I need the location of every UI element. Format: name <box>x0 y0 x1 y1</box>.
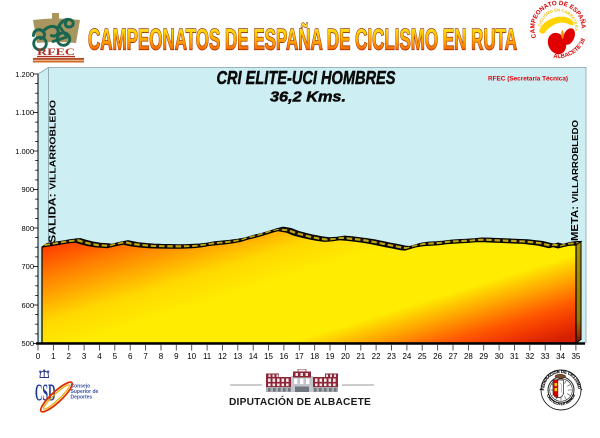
svg-text:CSD: CSD <box>35 381 56 407</box>
svg-text:Consejo: Consejo <box>71 384 91 390</box>
svg-text:RFEC: RFEC <box>37 48 75 58</box>
svg-text:Deportes: Deportes <box>71 395 93 401</box>
svg-text:CAMPEONATOS DE ESPAÑA DE CICLI: CAMPEONATOS DE ESPAÑA DE CICLISMO EN RUT… <box>88 22 517 56</box>
svg-text:36,2 Kms.: 36,2 Kms. <box>270 90 346 106</box>
svg-text:CRI ELITE-UCI HOMBRES: CRI ELITE-UCI HOMBRES <box>217 68 396 88</box>
svg-text:META: VILLARROBLEDO: META: VILLARROBLEDO <box>570 120 581 241</box>
svg-text:Superior de: Superior de <box>71 389 99 395</box>
svg-text:DIPUTACIÓN DE ALBACETE: DIPUTACIÓN DE ALBACETE <box>229 395 371 408</box>
svg-text:SALIDA: VILLARROBLEDO: SALIDA: VILLARROBLEDO <box>48 100 59 243</box>
